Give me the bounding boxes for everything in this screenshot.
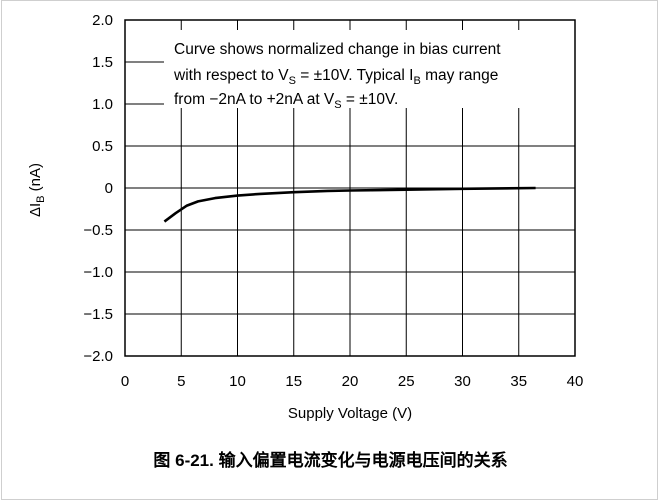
annotation-background — [164, 30, 580, 108]
y-tick-label: 1.0 — [92, 96, 113, 113]
x-tick-label: 30 — [454, 373, 471, 390]
figure-caption: 图 6-21. 输入偏置电流变化与电源电压间的关系 — [153, 451, 508, 470]
series-line — [163, 186, 536, 223]
y-axis-label: ΔIB (nA) — [27, 163, 47, 217]
y-tick-label: −2.0 — [83, 348, 113, 365]
x-tick-label: 0 — [121, 373, 129, 390]
y-tick-label: −1.5 — [83, 306, 113, 323]
annotation-line-3: from −2nA to +2nA at VS = ±10V. — [174, 91, 398, 111]
x-tick-labels: 0 5 10 15 20 25 30 35 40 — [121, 373, 584, 390]
y-tick-label: 0.5 — [92, 138, 113, 155]
x-tick-label: 5 — [177, 373, 185, 390]
y-tick-labels: 2.0 1.5 1.0 0.5 0 −0.5 −1.0 −1.5 −2.0 — [83, 12, 113, 365]
plot-border — [124, 19, 576, 357]
annotation-box: Curve shows normalized change in bias cu… — [164, 30, 580, 111]
annotation-line-2: with respect to VS = ±10V. Typical IB ma… — [173, 67, 498, 87]
x-tick-label: 20 — [342, 373, 359, 390]
x-tick-label: 25 — [398, 373, 415, 390]
y-tick-label: 1.5 — [92, 54, 113, 71]
annotation-line-1: Curve shows normalized change in bias cu… — [174, 41, 501, 58]
x-tick-label: 15 — [285, 373, 302, 390]
y-tick-label: −1.0 — [83, 264, 113, 281]
y-tick-label: 0 — [105, 180, 113, 197]
x-tick-label: 10 — [229, 373, 246, 390]
chart: Curve shows normalized change in bias cu… — [27, 12, 584, 422]
y-tick-label: −0.5 — [83, 222, 113, 239]
x-axis-label: Supply Voltage (V) — [288, 405, 412, 422]
y-tick-label: 2.0 — [92, 12, 113, 29]
x-tick-label: 35 — [510, 373, 527, 390]
x-tick-label: 40 — [567, 373, 584, 390]
